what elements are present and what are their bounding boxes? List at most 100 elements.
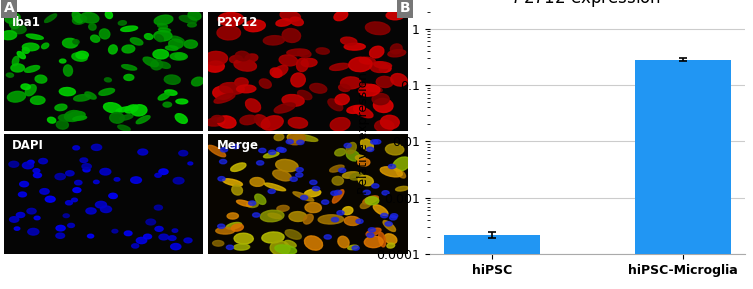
Circle shape bbox=[108, 193, 117, 198]
Ellipse shape bbox=[245, 99, 261, 112]
Ellipse shape bbox=[261, 210, 284, 222]
Ellipse shape bbox=[23, 47, 29, 53]
Ellipse shape bbox=[388, 50, 406, 57]
Ellipse shape bbox=[370, 62, 388, 73]
Ellipse shape bbox=[264, 152, 279, 158]
Ellipse shape bbox=[74, 95, 91, 101]
Ellipse shape bbox=[373, 62, 392, 68]
Ellipse shape bbox=[212, 116, 224, 122]
Ellipse shape bbox=[268, 213, 282, 218]
Ellipse shape bbox=[285, 230, 301, 239]
Ellipse shape bbox=[282, 95, 304, 106]
Ellipse shape bbox=[297, 90, 312, 100]
Circle shape bbox=[300, 195, 308, 200]
Circle shape bbox=[309, 180, 317, 184]
Circle shape bbox=[381, 213, 388, 218]
Ellipse shape bbox=[276, 160, 298, 172]
Circle shape bbox=[391, 214, 398, 218]
Bar bbox=[444, 235, 540, 289]
Circle shape bbox=[173, 177, 184, 184]
Ellipse shape bbox=[136, 116, 150, 124]
Circle shape bbox=[220, 160, 227, 164]
Ellipse shape bbox=[26, 85, 36, 96]
Circle shape bbox=[9, 161, 19, 167]
Ellipse shape bbox=[328, 99, 343, 111]
Ellipse shape bbox=[205, 51, 227, 65]
Ellipse shape bbox=[159, 28, 170, 32]
Ellipse shape bbox=[63, 65, 72, 76]
Ellipse shape bbox=[154, 31, 172, 41]
Ellipse shape bbox=[234, 59, 257, 71]
Circle shape bbox=[154, 205, 163, 210]
Ellipse shape bbox=[339, 84, 350, 92]
Circle shape bbox=[96, 201, 106, 208]
Ellipse shape bbox=[214, 94, 235, 103]
Ellipse shape bbox=[354, 106, 373, 118]
Ellipse shape bbox=[175, 114, 187, 123]
Circle shape bbox=[100, 206, 111, 212]
Text: Iba1: Iba1 bbox=[12, 16, 41, 29]
Ellipse shape bbox=[217, 26, 240, 40]
Ellipse shape bbox=[277, 205, 289, 211]
Ellipse shape bbox=[169, 39, 183, 49]
Ellipse shape bbox=[99, 88, 114, 95]
Circle shape bbox=[322, 200, 329, 204]
Circle shape bbox=[155, 227, 163, 231]
Ellipse shape bbox=[12, 25, 26, 34]
Circle shape bbox=[136, 237, 147, 244]
Ellipse shape bbox=[330, 63, 349, 71]
Ellipse shape bbox=[131, 105, 147, 116]
Circle shape bbox=[385, 222, 392, 226]
Ellipse shape bbox=[216, 227, 235, 234]
Ellipse shape bbox=[365, 22, 390, 35]
Ellipse shape bbox=[250, 177, 264, 186]
Circle shape bbox=[56, 225, 66, 231]
Ellipse shape bbox=[275, 245, 297, 254]
Ellipse shape bbox=[156, 35, 163, 42]
Ellipse shape bbox=[47, 117, 56, 123]
Ellipse shape bbox=[143, 57, 158, 67]
Ellipse shape bbox=[274, 103, 295, 113]
Ellipse shape bbox=[276, 19, 291, 26]
Ellipse shape bbox=[309, 84, 327, 93]
Ellipse shape bbox=[261, 116, 283, 130]
Ellipse shape bbox=[76, 51, 88, 59]
Ellipse shape bbox=[376, 76, 393, 88]
Ellipse shape bbox=[116, 107, 133, 112]
Ellipse shape bbox=[5, 13, 20, 23]
Ellipse shape bbox=[218, 12, 244, 26]
Ellipse shape bbox=[124, 74, 134, 80]
Circle shape bbox=[184, 238, 192, 243]
Circle shape bbox=[279, 148, 286, 152]
Ellipse shape bbox=[375, 120, 394, 132]
Circle shape bbox=[33, 173, 41, 178]
Ellipse shape bbox=[89, 24, 96, 30]
Circle shape bbox=[159, 234, 169, 240]
Circle shape bbox=[72, 198, 78, 202]
Ellipse shape bbox=[363, 196, 379, 204]
Ellipse shape bbox=[72, 15, 87, 24]
Ellipse shape bbox=[259, 79, 271, 88]
Ellipse shape bbox=[153, 49, 169, 59]
Circle shape bbox=[28, 228, 39, 235]
Ellipse shape bbox=[340, 77, 361, 89]
Ellipse shape bbox=[290, 17, 303, 26]
Ellipse shape bbox=[358, 158, 370, 166]
Ellipse shape bbox=[236, 85, 256, 93]
Ellipse shape bbox=[316, 48, 329, 54]
Ellipse shape bbox=[340, 37, 357, 45]
Ellipse shape bbox=[380, 65, 391, 72]
Circle shape bbox=[188, 162, 193, 165]
Circle shape bbox=[172, 229, 178, 232]
Ellipse shape bbox=[73, 40, 79, 44]
Ellipse shape bbox=[240, 115, 257, 125]
Ellipse shape bbox=[330, 165, 344, 172]
Circle shape bbox=[159, 169, 168, 175]
Circle shape bbox=[100, 168, 111, 175]
Circle shape bbox=[17, 212, 25, 218]
Circle shape bbox=[10, 217, 19, 222]
Ellipse shape bbox=[282, 29, 300, 42]
Bar bbox=[636, 60, 731, 289]
Ellipse shape bbox=[59, 88, 75, 96]
Circle shape bbox=[93, 180, 99, 184]
